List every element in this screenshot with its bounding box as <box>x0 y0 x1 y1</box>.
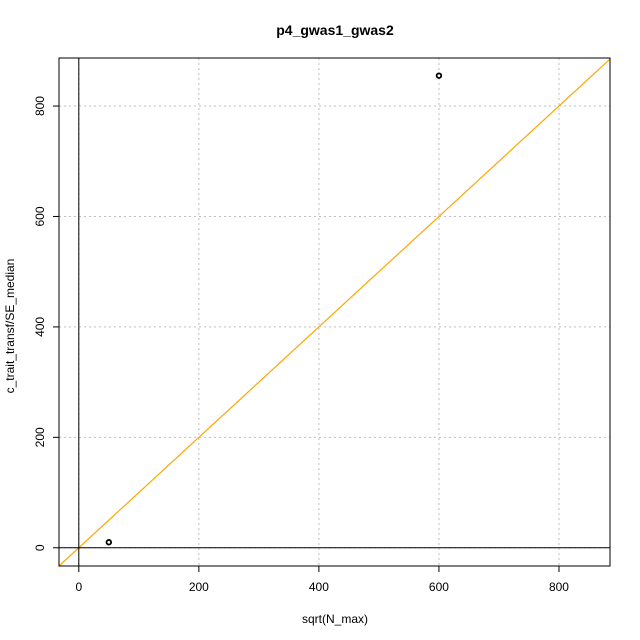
data-points <box>105 72 443 546</box>
x-axis: 0 200 400 600 800 <box>75 566 569 594</box>
y-tick-label: 600 <box>33 206 47 226</box>
y-axis-label: c_trait_transf/SE_median <box>3 259 17 394</box>
chart-title: p4_gwas1_gwas2 <box>276 22 394 38</box>
y-tick-label: 400 <box>33 317 47 337</box>
x-tick-label: 400 <box>309 580 329 594</box>
x-tick-label: 800 <box>549 580 569 594</box>
identity-line <box>59 58 610 566</box>
reference-lines <box>59 58 610 566</box>
plot-frame <box>58 57 611 567</box>
y-tick-label: 0 <box>33 544 47 551</box>
x-tick-label: 600 <box>429 580 449 594</box>
x-axis-label: sqrt(N_max) <box>302 612 368 626</box>
y-tick-label: 200 <box>33 427 47 447</box>
data-point <box>435 72 443 79</box>
x-tick-label: 0 <box>75 580 82 594</box>
x-tick-label: 200 <box>189 580 209 594</box>
y-axis: 0 200 400 600 800 <box>33 96 59 551</box>
y-tick-label: 800 <box>33 96 47 116</box>
data-point <box>105 539 113 546</box>
